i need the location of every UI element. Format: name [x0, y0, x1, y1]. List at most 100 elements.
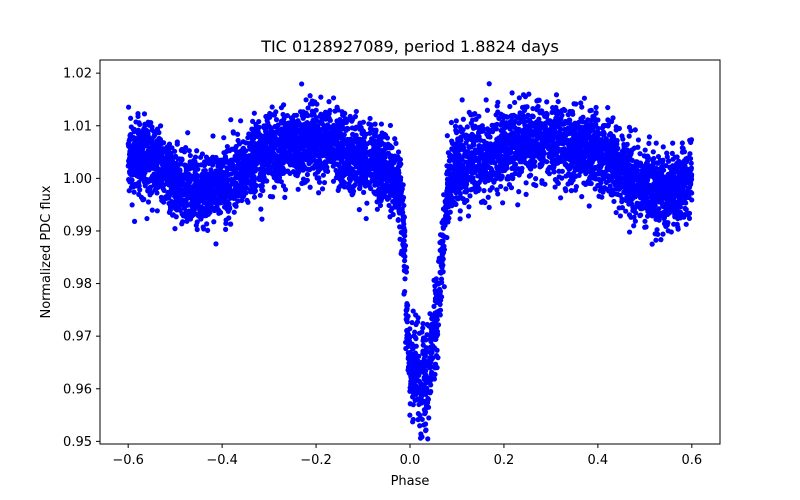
- data-point: [635, 144, 641, 150]
- data-point: [167, 207, 173, 213]
- data-point: [649, 157, 655, 163]
- data-point: [653, 140, 659, 146]
- data-point: [495, 99, 501, 105]
- data-point: [668, 229, 674, 235]
- data-point: [444, 234, 450, 241]
- data-point: [605, 164, 611, 170]
- data-point: [626, 229, 633, 235]
- data-point: [395, 149, 402, 155]
- data-point: [533, 176, 539, 182]
- data-point: [542, 124, 549, 130]
- data-point: [626, 133, 632, 139]
- data-point: [683, 221, 689, 227]
- data-point: [230, 146, 236, 152]
- data-point: [689, 197, 695, 203]
- data-point: [596, 193, 602, 199]
- data-point: [361, 189, 367, 195]
- data-point: [496, 115, 502, 122]
- data-point: [450, 195, 456, 201]
- data-point: [555, 180, 561, 187]
- data-point: [645, 163, 651, 169]
- data-point: [658, 237, 664, 243]
- data-point: [516, 189, 522, 195]
- data-point: [420, 342, 426, 348]
- data-point: [655, 231, 661, 237]
- data-point: [363, 131, 369, 137]
- data-point: [214, 204, 220, 210]
- data-point: [469, 131, 475, 137]
- data-point: [581, 180, 587, 186]
- data-point: [353, 148, 359, 154]
- data-point: [144, 215, 150, 222]
- data-point: [601, 132, 607, 138]
- data-point: [552, 118, 559, 124]
- data-point: [653, 237, 659, 243]
- data-point: [579, 104, 585, 110]
- data-point: [224, 143, 230, 150]
- data-point: [334, 118, 340, 124]
- data-point: [352, 113, 359, 120]
- data-point: [125, 104, 132, 110]
- data-point: [259, 187, 265, 193]
- data-point: [427, 355, 433, 361]
- data-point: [258, 206, 264, 212]
- data-point: [211, 219, 217, 225]
- data-point: [635, 137, 642, 143]
- data-point: [555, 139, 561, 145]
- data-point: [221, 135, 227, 141]
- data-point: [368, 185, 374, 192]
- data-point: [452, 147, 458, 153]
- data-point: [654, 160, 660, 166]
- data-point: [257, 192, 263, 198]
- data-point: [193, 222, 199, 228]
- data-point: [290, 168, 297, 175]
- data-point: [172, 226, 178, 232]
- data-point: [526, 117, 533, 123]
- data-point: [376, 195, 382, 201]
- data-point: [440, 225, 447, 231]
- data-point: [353, 108, 359, 115]
- data-point: [280, 102, 287, 108]
- data-point: [586, 203, 592, 209]
- data-point: [369, 140, 375, 146]
- data-point: [264, 117, 270, 124]
- data-point: [626, 212, 633, 218]
- data-point: [679, 149, 686, 155]
- data-point: [359, 130, 365, 137]
- data-point: [267, 110, 273, 117]
- data-point: [466, 109, 472, 115]
- data-point: [663, 162, 669, 169]
- data-point: [461, 147, 467, 153]
- data-point: [251, 110, 257, 116]
- data-point: [330, 163, 336, 169]
- data-point: [410, 308, 416, 314]
- data-point: [509, 90, 515, 96]
- data-point: [234, 131, 241, 137]
- data-point: [669, 208, 675, 214]
- data-point: [553, 92, 560, 98]
- data-point: [312, 162, 318, 169]
- data-point: [470, 125, 477, 131]
- data-point: [676, 195, 682, 201]
- data-point: [616, 186, 622, 192]
- data-point: [384, 143, 390, 149]
- data-point: [409, 319, 415, 326]
- data-point: [228, 157, 234, 163]
- data-point: [316, 179, 323, 185]
- data-point: [508, 113, 514, 119]
- data-point: [613, 209, 619, 216]
- data-point: [467, 193, 473, 199]
- data-point: [128, 150, 134, 157]
- data-point: [637, 151, 643, 157]
- data-point: [230, 129, 236, 135]
- data-point: [296, 129, 302, 135]
- data-point: [439, 259, 445, 265]
- data-point: [251, 174, 257, 181]
- data-point: [441, 284, 447, 290]
- data-point: [458, 185, 464, 191]
- data-point: [169, 212, 176, 218]
- data-point: [515, 202, 521, 208]
- data-point: [607, 183, 613, 189]
- data-point: [282, 194, 288, 201]
- data-point: [149, 207, 155, 213]
